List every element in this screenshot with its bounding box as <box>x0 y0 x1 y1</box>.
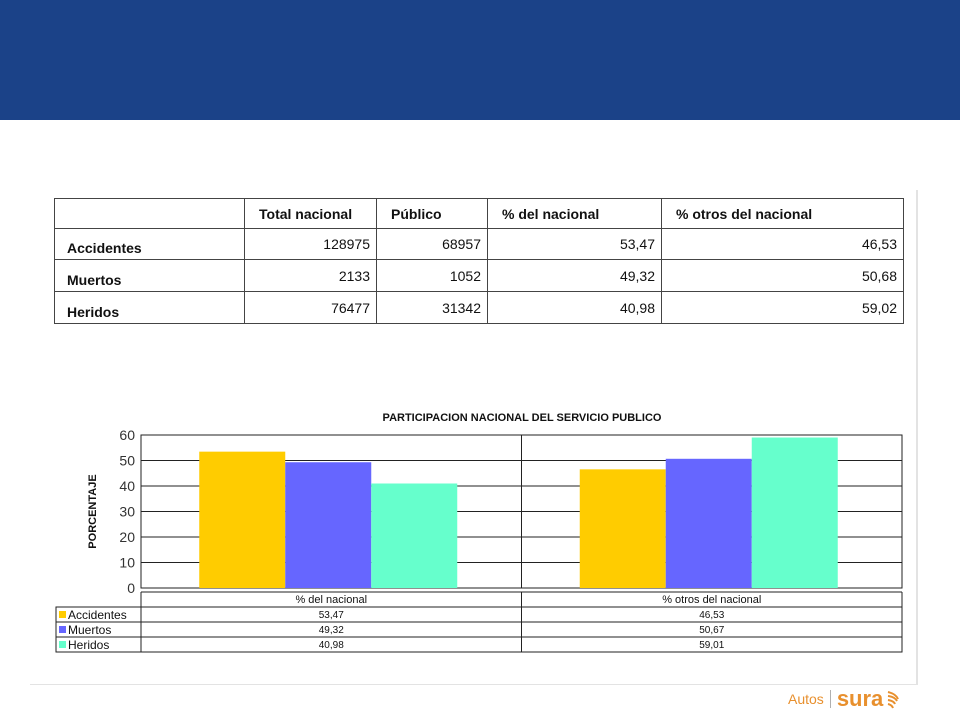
header-band <box>0 0 960 120</box>
bar <box>199 451 286 588</box>
bar <box>579 469 666 588</box>
bar <box>371 483 458 588</box>
data-value-label: 49,32 <box>319 625 344 636</box>
x-category-label: % del nacional <box>295 594 367 606</box>
table-header-cell: % del nacional <box>487 198 662 229</box>
y-tick-label: 60 <box>119 427 135 443</box>
table-header-row: Total nacional Público % del nacional % … <box>54 198 904 229</box>
data-value-label: 40,98 <box>319 640 344 651</box>
y-tick-label: 40 <box>119 478 135 494</box>
table-cell: 46,53 <box>661 228 904 260</box>
table-cell: 49,32 <box>487 259 662 292</box>
brand-divider <box>829 690 831 708</box>
data-value-label: 46,53 <box>699 610 724 621</box>
brand-logo: Autos sura <box>788 684 902 714</box>
legend-label: Accidentes <box>68 608 127 622</box>
brand-section: Autos <box>788 691 824 707</box>
bar <box>751 437 838 588</box>
brand-name: sura <box>836 686 884 711</box>
data-value-label: 53,47 <box>319 610 344 621</box>
legend-swatch <box>59 626 66 633</box>
data-table-frame <box>55 606 903 653</box>
chart-title: PARTICIPACION NACIONAL DEL SERVICIO PUBL… <box>383 412 662 424</box>
row-label: Heridos <box>54 291 245 324</box>
y-tick-label: 20 <box>119 529 135 545</box>
y-tick-label: 10 <box>119 555 135 571</box>
table-header-cell: % otros del nacional <box>661 198 904 229</box>
y-tick-label: 30 <box>119 504 135 520</box>
y-tick-label: 50 <box>119 453 135 469</box>
table-cell: 31342 <box>376 291 488 324</box>
sura-sun-icon <box>888 691 900 709</box>
data-value-label: 59,01 <box>699 640 724 651</box>
content-rule-right <box>916 190 918 684</box>
legend-label: Muertos <box>68 623 111 637</box>
bar <box>285 462 372 588</box>
table-cell: 40,98 <box>487 291 662 324</box>
table-cell: 76477 <box>244 291 377 324</box>
table-header-cell: Total nacional <box>244 198 377 229</box>
legend-swatch <box>59 611 66 618</box>
y-tick-label: 0 <box>127 580 135 596</box>
statistics-table: Total nacional Público % del nacional % … <box>54 198 904 324</box>
table-cell: 2133 <box>244 259 377 292</box>
content-rule-bottom <box>30 684 918 685</box>
legend-label: Heridos <box>68 638 109 652</box>
bar <box>665 458 752 588</box>
row-label: Muertos <box>54 259 245 292</box>
data-value-label: 50,67 <box>699 625 724 636</box>
legend-swatch <box>59 641 66 648</box>
x-category-label: % otros del nacional <box>662 594 761 606</box>
table-row: Muertos 2133 1052 49,32 50,68 <box>54 259 904 292</box>
y-axis-label: PORCENTAJE <box>87 474 99 548</box>
row-label: Accidentes <box>54 228 245 260</box>
table-cell: 59,02 <box>661 291 904 324</box>
table-row: Heridos 76477 31342 40,98 59,02 <box>54 291 904 324</box>
